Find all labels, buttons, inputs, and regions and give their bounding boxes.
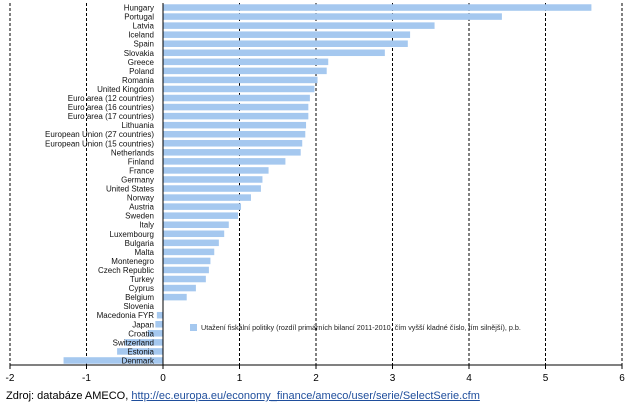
category-label-22: Austria	[129, 203, 154, 212]
category-label-39: Denmark	[122, 356, 155, 365]
source-label: Zdroj: databáze AMECO,	[6, 390, 132, 402]
bar-32	[163, 293, 187, 301]
x-tick-label-2: 0	[160, 373, 166, 384]
bar-26	[163, 239, 219, 247]
category-label-4: Spain	[134, 40, 154, 49]
bar-35	[155, 321, 163, 328]
category-label-33: Slovenia	[123, 302, 154, 311]
legend-swatch	[190, 324, 197, 331]
x-tick-label-5: 3	[390, 373, 396, 384]
category-label-37: Switzerland	[113, 338, 154, 347]
bar-15	[163, 140, 303, 147]
bar-6	[163, 58, 329, 66]
category-label-9: United Kingdom	[97, 85, 154, 94]
x-axis: -2 -1 0 1 2 3 4 5 6	[6, 364, 625, 384]
bar-19	[163, 176, 263, 183]
category-label-14: European Union (27 countries)	[45, 130, 154, 139]
category-label-36: Croatia	[128, 329, 154, 338]
x-tick-label-0: -2	[6, 373, 15, 384]
bar-2	[163, 22, 435, 29]
bar-8	[163, 76, 318, 84]
legend: Utažení fiskální politiky (rozdíl primár…	[190, 323, 521, 332]
category-label-18: France	[129, 166, 154, 175]
bar-16	[163, 149, 301, 156]
bar-38	[117, 348, 163, 355]
bar-23	[163, 212, 238, 219]
category-label-34: Macedonia FYR	[97, 311, 155, 320]
bar-21	[163, 194, 251, 201]
category-label-0: Hungary	[124, 4, 154, 13]
source-note: Zdroj: databáze AMECO, http://ec.europa.…	[6, 390, 480, 402]
category-label-6: Greece	[128, 58, 155, 67]
bar-36	[147, 330, 163, 337]
legend-label: Utažení fiskální politiky (rozdíl primár…	[201, 323, 521, 332]
category-label-13: Lithuania	[122, 121, 155, 130]
bar-13	[163, 121, 307, 129]
category-label-1: Portugal	[124, 13, 154, 22]
bar-27	[163, 248, 215, 256]
x-tick-label-3: 1	[237, 373, 243, 384]
category-label-25: Luxembourg	[110, 230, 154, 239]
category-label-3: Iceland	[128, 31, 154, 40]
bar-5	[163, 49, 385, 57]
category-label-31: Cyprus	[129, 284, 154, 293]
category-label-11: Euro area (16 countries)	[68, 103, 155, 112]
category-label-30: Turkey	[130, 275, 154, 284]
bar-28	[163, 257, 211, 265]
bar-31	[163, 284, 196, 292]
bar-0	[163, 4, 592, 11]
category-label-28: Montenegro	[111, 257, 154, 266]
category-label-19: Germany	[121, 175, 154, 184]
bar-39	[63, 357, 163, 364]
category-label-21: Norway	[127, 194, 154, 203]
category-label-32: Belgium	[125, 293, 154, 302]
bar-30	[163, 275, 206, 283]
x-tick-label-6: 4	[466, 373, 472, 384]
bar-9	[163, 85, 315, 93]
bar-14	[163, 130, 306, 138]
category-label-35: Japan	[132, 320, 154, 329]
bar-18	[163, 167, 269, 174]
bar-20	[163, 185, 261, 192]
category-label-2: Latvia	[133, 22, 155, 31]
category-label-23: Sweden	[125, 212, 154, 221]
bar-17	[163, 158, 286, 165]
category-label-15: European Union (15 countries)	[45, 139, 154, 148]
bar-4	[163, 40, 408, 47]
x-tick-label-7: 5	[543, 373, 549, 384]
bar-25	[163, 230, 225, 238]
bar-37	[124, 339, 163, 346]
bars	[63, 4, 592, 364]
category-label-27: Malta	[134, 248, 154, 257]
category-label-24: Italy	[139, 221, 154, 230]
category-label-12: Euro area (17 countries)	[68, 112, 155, 121]
category-label-29: Czech Republic	[98, 266, 154, 275]
category-label-38: Estonia	[127, 347, 154, 356]
bar-10	[163, 94, 310, 102]
category-label-7: Poland	[129, 67, 154, 76]
category-label-10: Euro area (12 countries)	[68, 94, 155, 103]
x-tick-label-1: -1	[82, 373, 91, 384]
category-label-8: Romania	[122, 76, 155, 85]
x-tick-label-8: 6	[619, 373, 625, 384]
category-label-26: Bulgaria	[125, 239, 155, 248]
category-label-16: Netherlands	[111, 148, 154, 157]
bar-11	[163, 103, 309, 111]
bar-1	[163, 13, 502, 20]
source-link[interactable]: http://ec.europa.eu/economy_finance/amec…	[131, 390, 480, 402]
category-label-5: Slovakia	[124, 49, 155, 58]
category-label-17: Finland	[128, 157, 154, 166]
bar-12	[163, 112, 309, 120]
bar-24	[163, 221, 229, 228]
x-tick-label-4: 2	[313, 373, 319, 384]
bar-7	[163, 67, 327, 75]
category-label-20: United States	[106, 185, 154, 194]
bar-22	[163, 203, 242, 210]
category-labels: HungaryPortugalLatviaIcelandSpainSlovaki…	[45, 4, 155, 366]
bar-3	[163, 31, 411, 38]
bar-34	[156, 311, 163, 319]
bar-29	[163, 266, 209, 274]
